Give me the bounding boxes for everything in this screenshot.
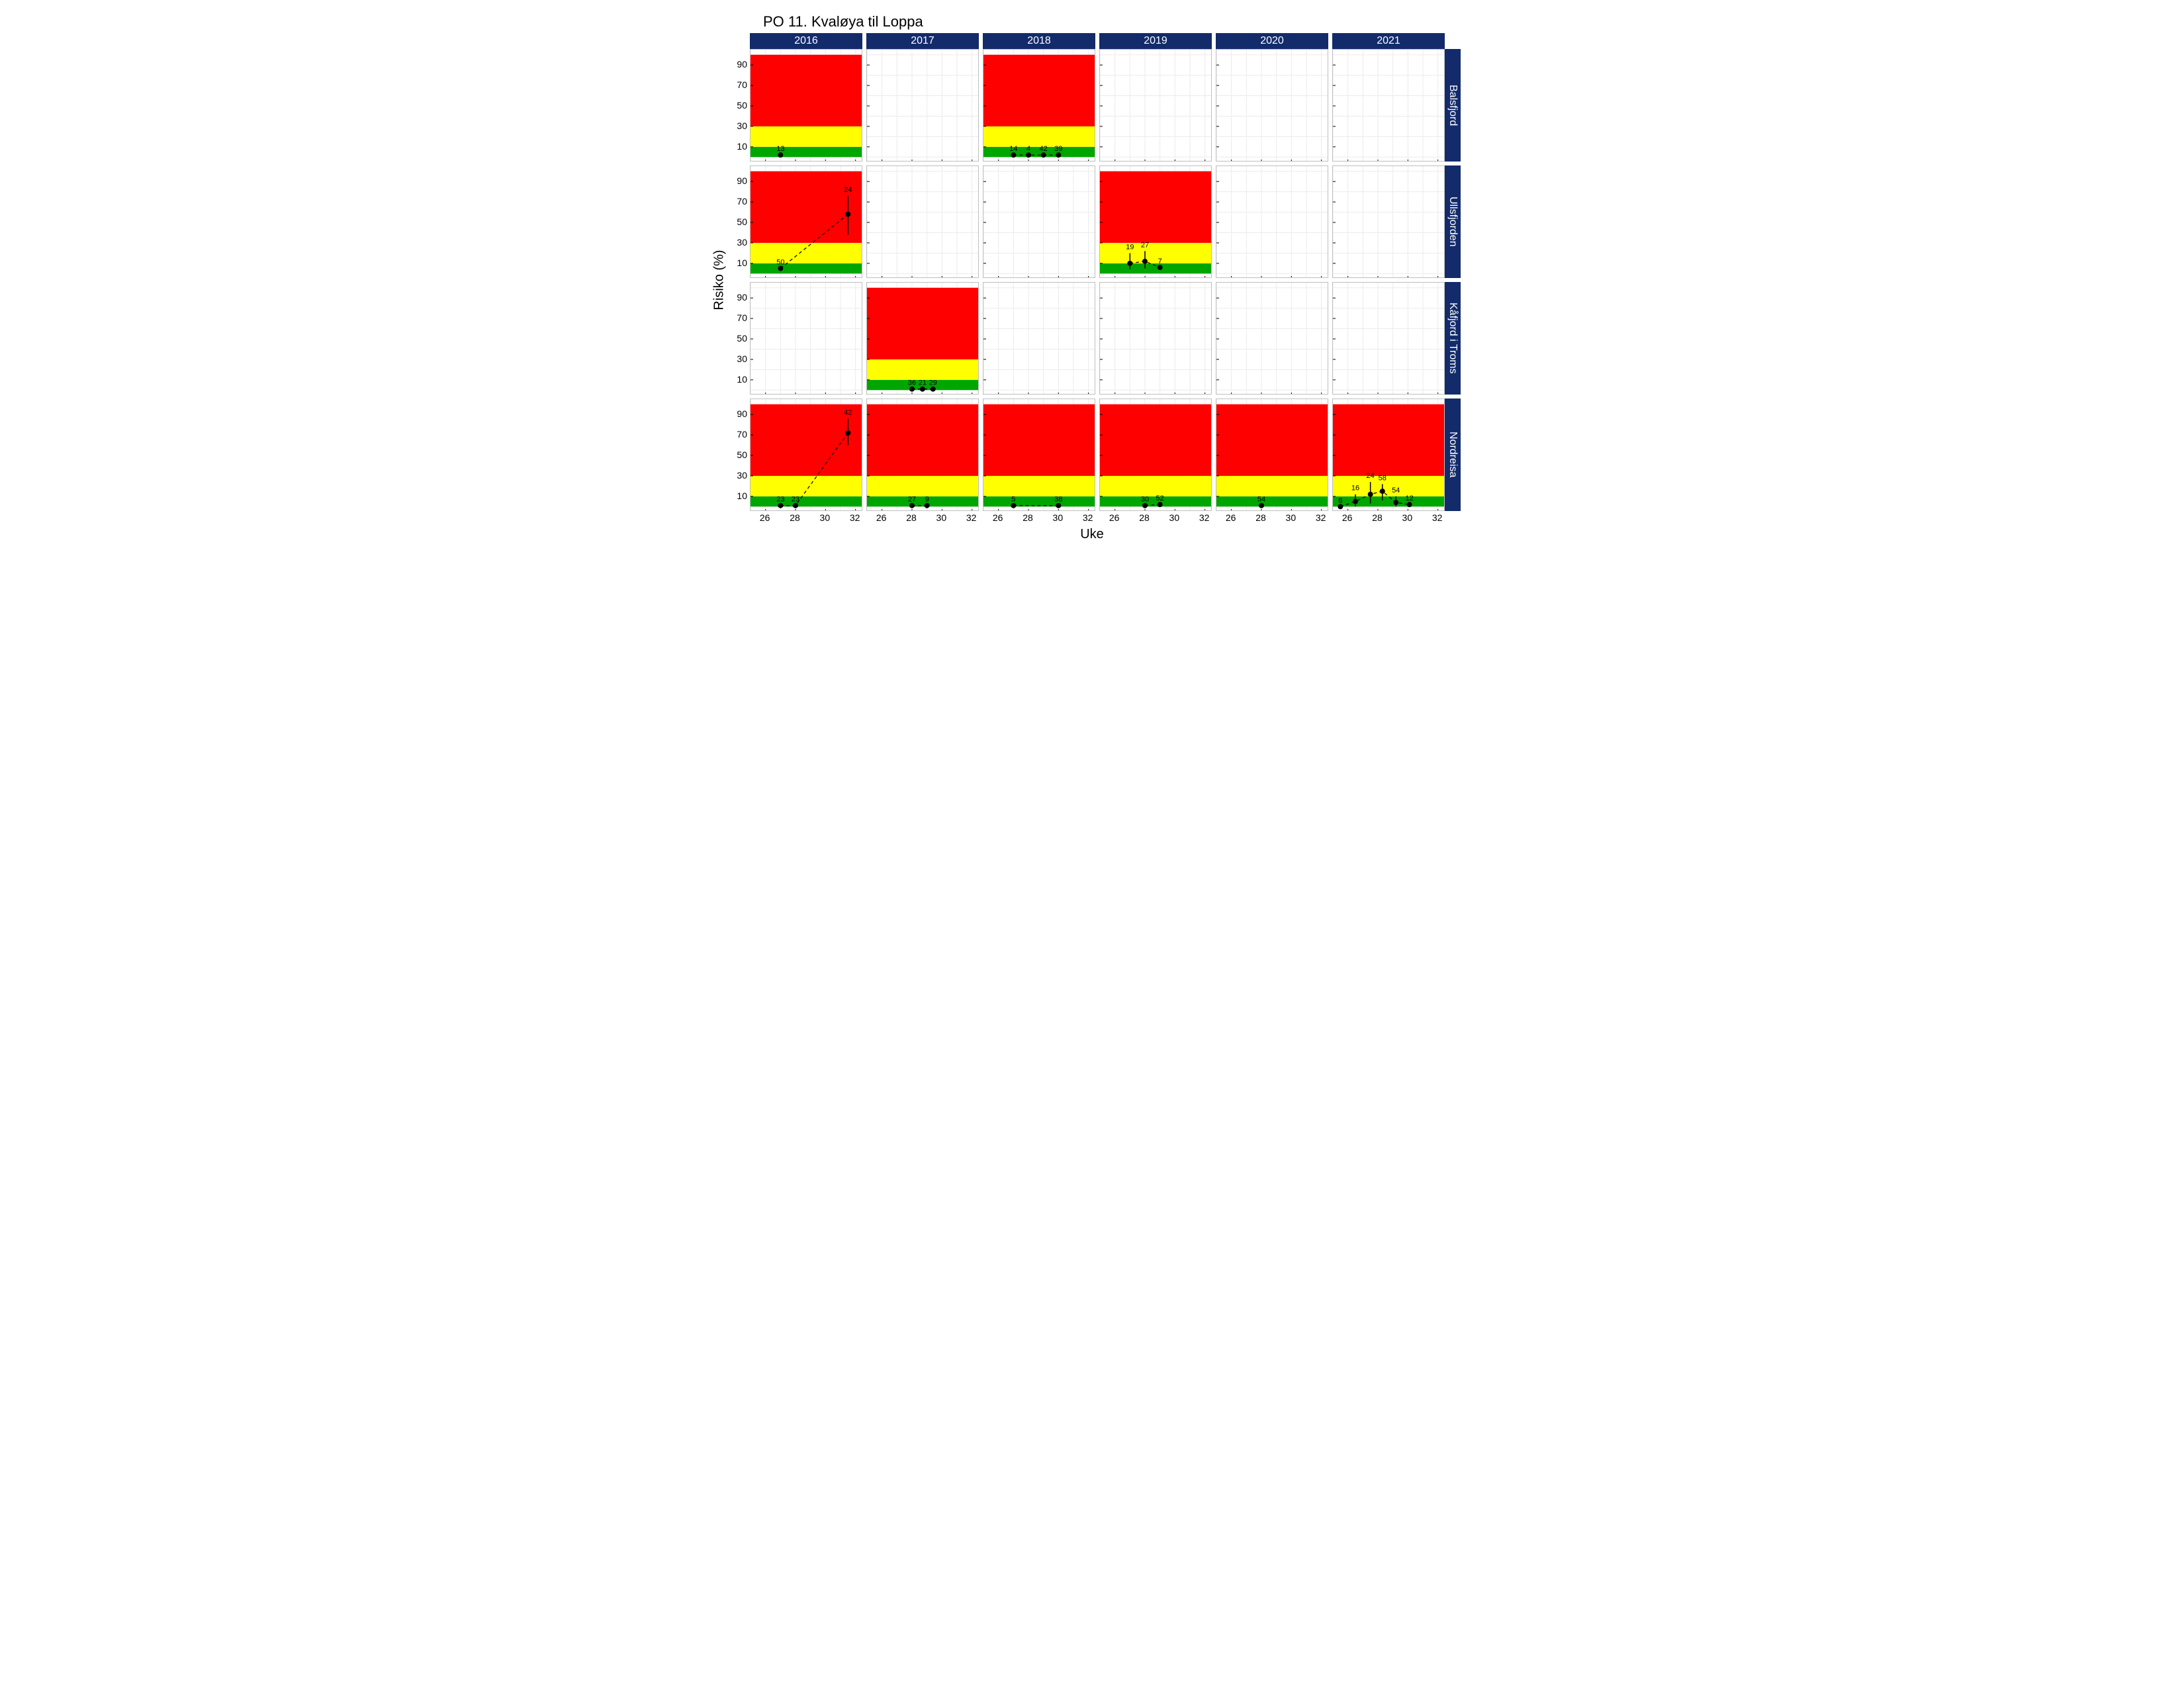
svg-text:23: 23: [792, 496, 799, 504]
panel: 14 4 42 39: [983, 49, 1095, 162]
row-strip: Nordreisa: [1445, 399, 1461, 511]
panel: 13: [750, 49, 862, 162]
panel: 362129: [866, 282, 979, 395]
x-axis: 26283032: [1332, 511, 1445, 526]
svg-text:6: 6: [1338, 496, 1342, 504]
panel: [866, 165, 979, 278]
panel: [983, 282, 1095, 395]
svg-text:50: 50: [776, 259, 784, 267]
svg-text:14: 14: [1009, 145, 1017, 153]
svg-text:9: 9: [925, 496, 929, 504]
svg-text:27: 27: [908, 496, 916, 504]
facet-chart: PO 11. Kvaløya til Loppa 201620172018201…: [723, 13, 1461, 542]
svg-text:12: 12: [1405, 494, 1413, 502]
svg-text:24: 24: [844, 186, 852, 194]
chart-grid: 201620172018201920202021Balsfjord Ullsfjo…: [723, 33, 1461, 526]
col-strip: 2019: [1099, 33, 1212, 49]
panel: 54: [1216, 399, 1328, 511]
svg-text:19: 19: [1126, 243, 1134, 251]
x-axis: 26283032: [866, 511, 979, 526]
panel: [866, 49, 979, 162]
panel: [1216, 282, 1328, 395]
row-strip: Kåfjord i Troms: [1445, 282, 1461, 395]
svg-text:13: 13: [776, 145, 784, 153]
svg-text:7: 7: [1158, 258, 1162, 265]
panel: [1332, 282, 1445, 395]
panel: 50 24: [750, 165, 862, 278]
col-strip: 2016: [750, 33, 862, 49]
svg-text:5: 5: [1011, 496, 1015, 504]
y-axis: 1030507090: [723, 165, 750, 278]
svg-text:52: 52: [1156, 494, 1164, 502]
svg-text:27: 27: [1141, 241, 1149, 249]
x-axis: 26283032: [983, 511, 1095, 526]
chart-title: PO 11. Kvaløya til Loppa: [763, 13, 1461, 30]
svg-text:21: 21: [919, 379, 927, 387]
panel: [1216, 49, 1328, 162]
svg-text:58: 58: [1379, 474, 1387, 482]
svg-text:36: 36: [908, 379, 916, 387]
panel: [1332, 49, 1445, 162]
svg-text:16: 16: [1351, 485, 1359, 492]
col-strip: 2018: [983, 33, 1095, 49]
row-strip: Balsfjord: [1445, 49, 1461, 162]
panel: [1332, 165, 1445, 278]
x-axis: 26283032: [1216, 511, 1328, 526]
svg-text:24: 24: [1367, 472, 1375, 480]
panel: 27 9: [866, 399, 979, 511]
y-axis-label: Risiko (%): [712, 250, 727, 310]
y-axis: 1030507090: [723, 49, 750, 162]
svg-text:42: 42: [844, 408, 852, 416]
panel: 23 23 42: [750, 399, 862, 511]
panel: [1099, 282, 1212, 395]
svg-text:23: 23: [776, 496, 784, 504]
panel: 5 38: [983, 399, 1095, 511]
y-axis: 1030507090: [723, 282, 750, 395]
panel: 30 52: [1099, 399, 1212, 511]
svg-text:29: 29: [929, 379, 937, 387]
x-axis-label: Uke: [723, 527, 1461, 542]
svg-text:38: 38: [1054, 496, 1062, 504]
svg-text:54: 54: [1392, 487, 1400, 494]
panel: 6 16 24 58 54 12: [1332, 399, 1445, 511]
panel: [983, 165, 1095, 278]
panel: 19 27 7: [1099, 165, 1212, 278]
svg-text:39: 39: [1054, 145, 1062, 153]
col-strip: 2017: [866, 33, 979, 49]
row-strip: Ullsfjorden: [1445, 165, 1461, 278]
svg-text:4: 4: [1026, 145, 1030, 153]
col-strip: 2020: [1216, 33, 1328, 49]
svg-text:30: 30: [1141, 496, 1149, 504]
col-strip: 2021: [1332, 33, 1445, 49]
panel: [750, 282, 862, 395]
x-axis: 26283032: [1099, 511, 1212, 526]
svg-text:42: 42: [1040, 145, 1048, 153]
panel: [1099, 49, 1212, 162]
panel: [1216, 165, 1328, 278]
x-axis: 26283032: [750, 511, 862, 526]
svg-text:54: 54: [1257, 496, 1265, 504]
y-axis: 1030507090: [723, 399, 750, 511]
